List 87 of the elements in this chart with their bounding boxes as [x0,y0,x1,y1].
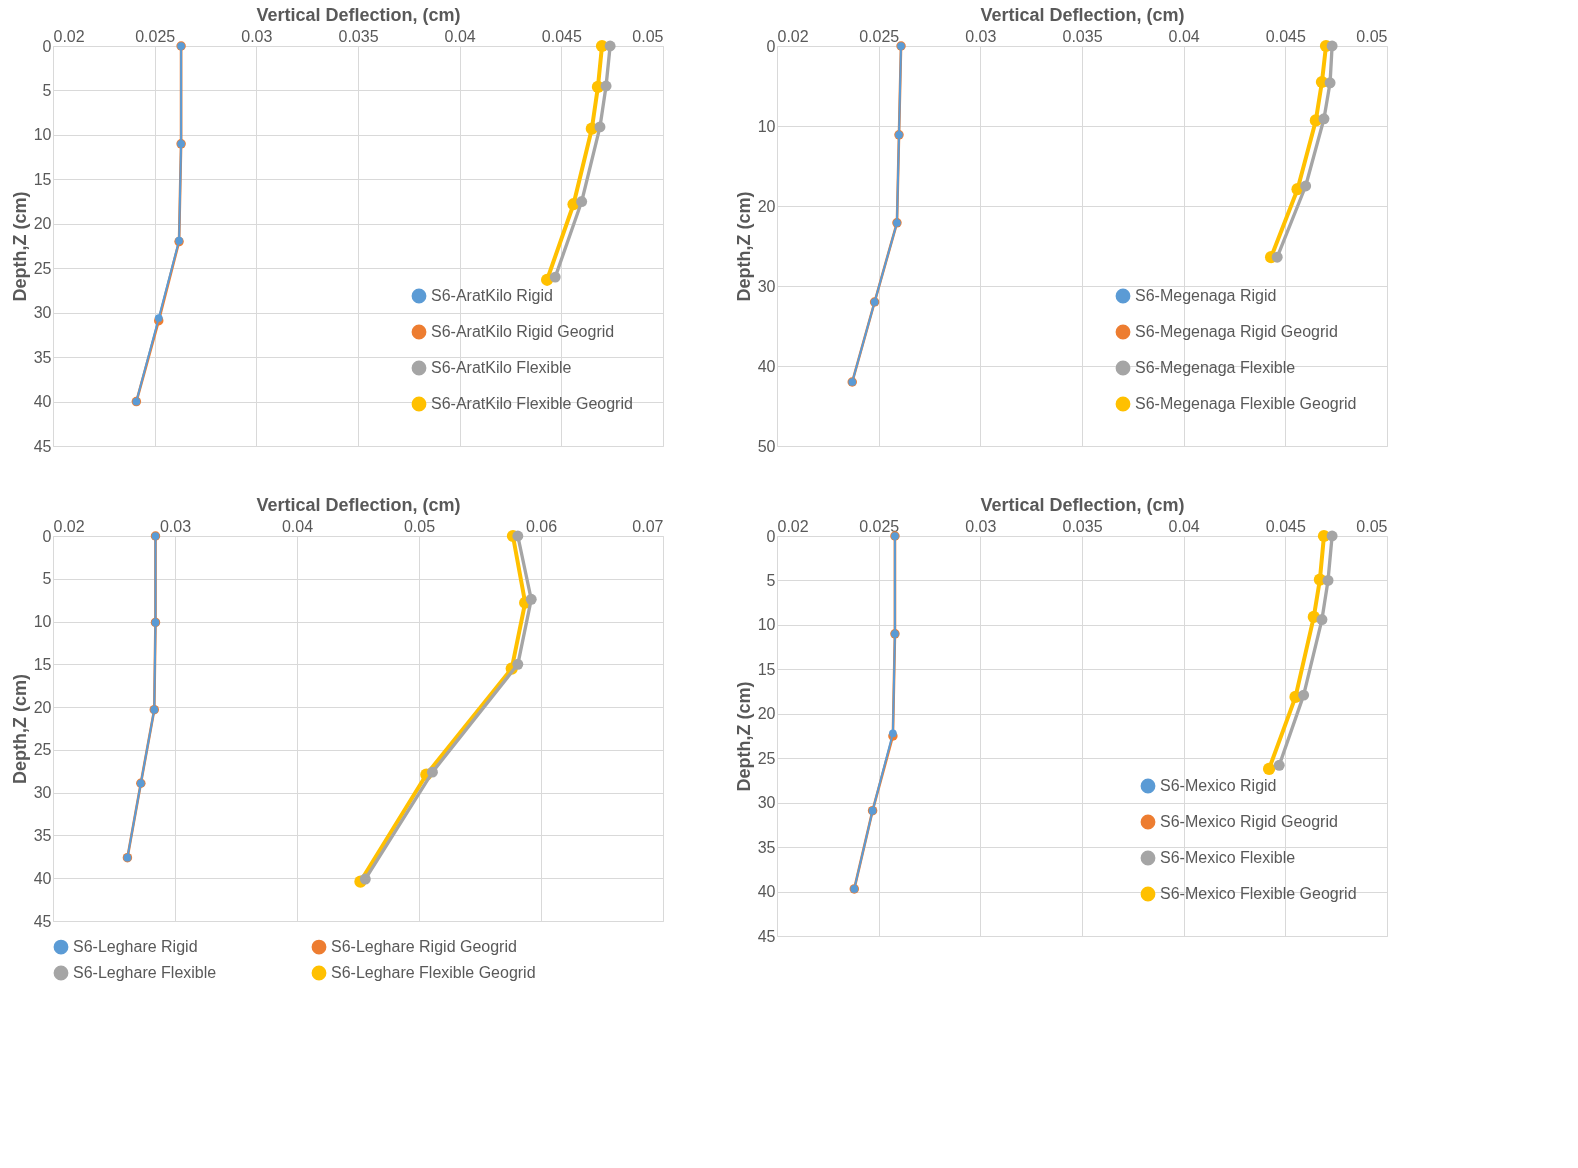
y-tick-label: 40 [757,357,776,375]
x-axis-title: Vertical Deflection, (cm) [980,494,1185,515]
legend-label: S6-AratKilo Rigid [431,287,553,304]
x-tick-label: 0.04 [444,27,476,45]
x-tick-label: 0.025 [859,517,900,535]
x-tick-label: 0.025 [859,27,900,45]
x-axis-title: Vertical Deflection, (cm) [256,4,461,25]
y-tick-label: 15 [33,655,52,673]
x-tick-label: 0.05 [403,517,436,535]
y-tick-label: 45 [757,927,776,945]
legend-label: S6-Mexico Flexible Geogrid [1160,885,1357,902]
y-axis-title: Depth,Z (cm) [733,681,754,792]
x-tick-label: 0.04 [281,517,314,535]
legend-label: S6-Megenaga Flexible [1135,359,1296,376]
y-tick-label: 40 [757,883,776,901]
y-tick-label: 35 [33,826,52,844]
y-tick-label: 10 [757,616,776,634]
y-tick-label: 20 [33,215,52,233]
x-tick-label: 0.02 [53,517,85,535]
legend-label: S6-AratKilo Rigid Geogrid [431,323,615,340]
y-tick-label: 40 [33,869,52,887]
y-tick-label: 0 [42,37,52,55]
y-tick-label: 10 [757,117,776,135]
y-tick-label: 0 [42,527,52,545]
x-tick-label: 0.05 [1356,27,1388,45]
x-tick-label: 0.03 [241,27,273,45]
y-axis-title: Depth,Z (cm) [9,191,30,302]
x-tick-label: 0.045 [541,27,582,45]
y-tick-label: 10 [33,613,52,631]
y-tick-label: 10 [33,126,52,144]
y-tick-label: 20 [757,705,776,723]
y-tick-label: 30 [33,784,52,802]
x-tick-label: 0.03 [159,517,192,535]
x-tick-label: 0.07 [632,517,664,535]
legend-label: S6-Megenaga Rigid Geogrid [1135,323,1338,340]
x-tick-label: 0.035 [1062,517,1103,535]
y-tick-label: 5 [42,570,52,588]
x-tick-label: 0.04 [1168,517,1200,535]
x-tick-label: 0.03 [965,517,997,535]
legend-label: S6-Megenaga Flexible Geogrid [1135,395,1357,412]
y-tick-label: 35 [33,348,52,366]
y-tick-label: 30 [33,304,52,322]
x-tick-label: 0.025 [135,27,176,45]
legend-label: S6-AratKilo Flexible Geogrid [431,395,633,412]
x-tick-label: 0.05 [1356,517,1388,535]
y-tick-label: 0 [766,527,776,545]
x-tick-label: 0.02 [777,517,809,535]
y-tick-label: 20 [757,197,776,215]
y-tick-label: 15 [757,660,776,678]
x-tick-label: 0.04 [1168,27,1200,45]
x-tick-label: 0.05 [632,27,664,45]
legend-label: S6-Leghare Rigid Geogrid [331,938,517,956]
x-tick-label: 0.035 [338,27,379,45]
y-tick-label: 25 [757,749,776,767]
legend-label: S6-Mexico Rigid Geogrid [1160,813,1338,830]
legend-label: S6-AratKilo Flexible [431,359,572,376]
y-axis-title: Depth,Z (cm) [9,674,30,784]
x-axis-title: Vertical Deflection, (cm) [980,4,1185,25]
y-tick-label: 5 [42,81,52,99]
y-tick-label: 20 [33,698,52,716]
y-tick-label: 50 [757,437,776,455]
y-tick-label: 35 [757,838,776,856]
x-tick-label: 0.035 [1062,27,1103,45]
x-axis-title: Vertical Deflection, (cm) [256,494,461,515]
y-tick-label: 25 [33,259,52,277]
y-tick-label: 45 [33,912,52,930]
legend-label: S6-Leghare Flexible [73,964,217,981]
y-tick-label: 15 [33,170,52,188]
legend-label: S6-Mexico Flexible [1160,849,1296,866]
x-tick-label: 0.045 [1265,27,1306,45]
y-tick-label: 25 [33,741,52,759]
y-tick-label: 30 [757,794,776,812]
legend-label: S6-Megenaga Rigid [1135,287,1277,304]
y-tick-label: 0 [766,37,776,55]
x-tick-label: 0.03 [965,27,997,45]
x-tick-label: 0.02 [53,27,85,45]
legend-label: S6-Mexico Rigid [1160,777,1277,794]
y-tick-label: 40 [33,393,52,411]
y-tick-label: 45 [33,437,52,455]
legend-label: S6-Leghare Flexible Geogrid [331,964,536,981]
x-tick-label: 0.045 [1265,517,1306,535]
legend-label: S6-Leghare Rigid [73,938,198,956]
y-tick-label: 5 [766,571,776,589]
y-axis-title: Depth,Z (cm) [733,191,754,302]
x-tick-label: 0.02 [777,27,809,45]
x-tick-label: 0.06 [525,517,558,535]
y-tick-label: 30 [757,277,776,295]
